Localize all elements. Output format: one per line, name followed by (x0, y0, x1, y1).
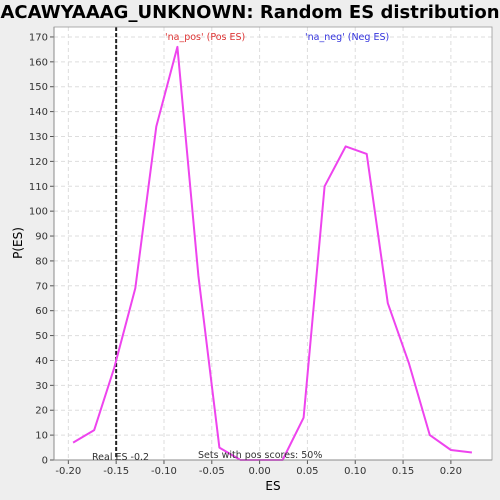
x-tick-label: 0.10 (344, 466, 366, 477)
y-tick-label: 60 (35, 306, 48, 317)
x-tick-label: -0.15 (103, 466, 129, 477)
x-tick-label: 0.20 (440, 466, 462, 477)
y-tick-label: 10 (35, 431, 48, 442)
x-tick-label: -0.10 (151, 466, 177, 477)
y-tick-label: 0 (42, 456, 48, 467)
y-axis-label: P(ES) (11, 227, 25, 259)
x-tick-label: -0.05 (199, 466, 225, 477)
y-tick-label: 50 (35, 331, 48, 342)
y-tick-label: 20 (35, 406, 48, 417)
y-tick-label: 160 (29, 57, 48, 68)
x-tick-label: -0.20 (55, 466, 81, 477)
y-tick-label: 90 (35, 232, 48, 243)
plot-background (54, 27, 492, 460)
x-tick-label: 0.00 (248, 466, 270, 477)
plot-border (53, 26, 493, 461)
x-tick-label: 0.15 (392, 466, 414, 477)
x-tick-label: 0.05 (296, 466, 318, 477)
neg-es-label: 'na_neg' (Neg ES) (305, 32, 389, 43)
y-tick-label: 80 (35, 256, 48, 267)
y-tick-label: 70 (35, 281, 48, 292)
y-tick-label: 170 (29, 32, 48, 43)
real-es-label: Real ES -0.2 (92, 452, 149, 463)
grid-layer (54, 27, 492, 461)
axes-layer: 0 10 20 30 40 50 60 70 80 90 100 110 120 130 140 150 160… (29, 26, 493, 477)
sets-pos-scores-label: Sets with pos scores: 50% (198, 450, 322, 461)
y-tick-label: 130 (29, 132, 48, 143)
y-tick-label: 150 (29, 82, 48, 93)
pos-es-label: 'na_pos' (Pos ES) (165, 32, 245, 43)
x-axis-label: ES (265, 479, 280, 493)
y-tick-label: 140 (29, 107, 48, 118)
y-tick-label: 110 (29, 182, 48, 193)
y-tick-label: 100 (29, 207, 48, 218)
y-tick-label: 30 (35, 381, 48, 392)
chart-title: ACAWYAAAG_UNKNOWN: Random ES distributio… (0, 2, 500, 23)
y-tick-label: 40 (35, 356, 48, 367)
y-tick-label: 120 (29, 157, 48, 168)
